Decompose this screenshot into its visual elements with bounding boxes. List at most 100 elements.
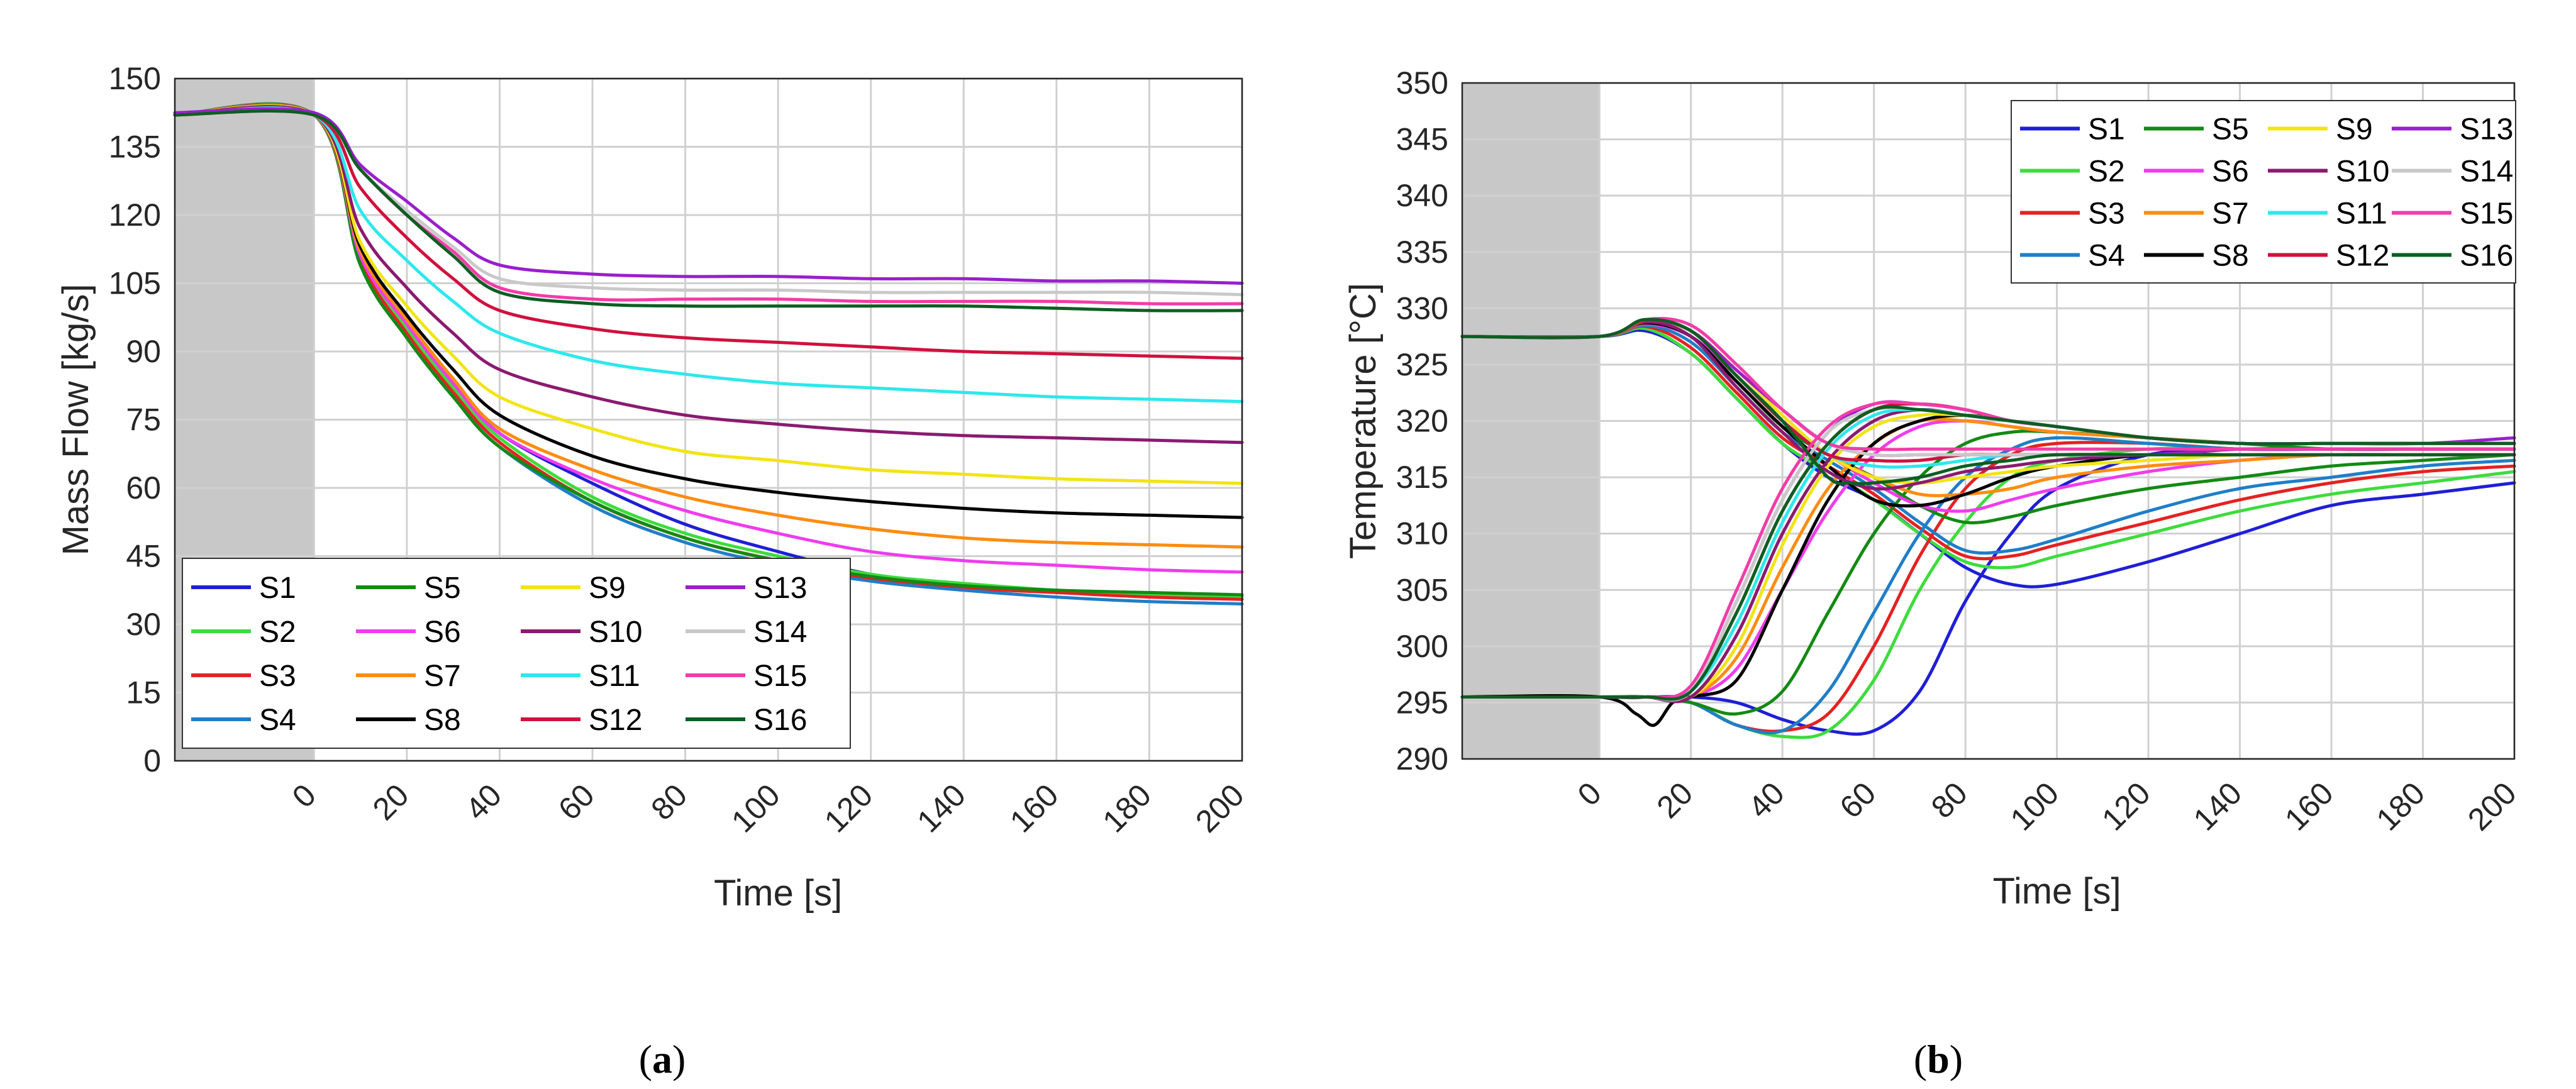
legend: S1 S2 S3 S4 S5 S6 S7 S8 S9 S10 S11 S12 S13 S14 S15 S16 bbox=[182, 558, 851, 749]
series-line-s9 bbox=[173, 104, 1244, 485]
x-tick-label: 60 bbox=[1833, 775, 1882, 825]
legend-label: S9 bbox=[2336, 113, 2373, 146]
y-tick-label: 45 bbox=[126, 539, 161, 574]
x-tick-label: 140 bbox=[910, 777, 972, 839]
legend-label: S7 bbox=[2212, 197, 2249, 231]
plot-frame bbox=[174, 77, 1243, 762]
y-axis-label: Mass Flow [kg/s] bbox=[55, 284, 96, 556]
y-tick-label: 305 bbox=[1396, 572, 1448, 607]
legend-label: S15 bbox=[753, 660, 807, 693]
y-tick-label: 295 bbox=[1396, 685, 1448, 720]
legend-item-s16: S16 bbox=[2392, 240, 2513, 273]
legend-item-s2: S2 bbox=[191, 616, 296, 649]
legend-item-s14: S14 bbox=[686, 616, 807, 649]
plot-frame bbox=[1461, 82, 2516, 760]
legend-item-s4: S4 bbox=[2020, 240, 2125, 273]
legend-item-s13: S13 bbox=[2392, 113, 2513, 146]
y-tick-label: 135 bbox=[109, 130, 161, 165]
legend-box bbox=[182, 558, 851, 749]
y-axis-label: Temperature [°C] bbox=[1343, 283, 1384, 559]
legend-label: S13 bbox=[753, 572, 807, 605]
legend-item-s1: S1 bbox=[191, 572, 296, 605]
x-axis-label: Time [s] bbox=[714, 873, 842, 914]
legend-item-s5: S5 bbox=[356, 572, 461, 605]
legend-label: S15 bbox=[2460, 197, 2513, 231]
series-line-s15-hot bbox=[1460, 317, 2516, 451]
legend-label: S6 bbox=[424, 616, 461, 649]
panel-label-a: (a) bbox=[639, 1037, 686, 1081]
x-tick-label: 120 bbox=[2095, 775, 2157, 837]
legend-item-s8: S8 bbox=[356, 704, 461, 737]
legend-item-s3: S3 bbox=[2020, 197, 2125, 231]
y-tick-label: 320 bbox=[1396, 404, 1448, 439]
x-tick-label: 160 bbox=[2278, 775, 2340, 837]
legend-item-s4: S4 bbox=[191, 704, 296, 737]
legend-item-s9: S9 bbox=[521, 572, 626, 605]
legend-item-s14: S14 bbox=[2392, 155, 2513, 189]
legend-label: S16 bbox=[753, 704, 807, 737]
y-tick-label: 335 bbox=[1396, 235, 1448, 270]
series-line-s16-cold bbox=[1460, 405, 2516, 701]
y-tick-label: 345 bbox=[1396, 122, 1448, 157]
x-tick-label: 0 bbox=[1571, 775, 1608, 812]
x-tick-label: 140 bbox=[2187, 775, 2249, 837]
legend-label: S10 bbox=[589, 616, 642, 649]
y-tick-label: 30 bbox=[126, 607, 161, 642]
x-tick-label: 80 bbox=[644, 777, 694, 827]
y-tick-label: 0 bbox=[143, 743, 161, 778]
legend-item-s1: S1 bbox=[2020, 113, 2125, 146]
legend-item-s8: S8 bbox=[2144, 240, 2249, 273]
x-tick-label: 20 bbox=[366, 777, 416, 827]
legend-label: S6 bbox=[2212, 155, 2249, 189]
y-tick-label: 330 bbox=[1396, 290, 1448, 326]
legend-label: S16 bbox=[2460, 240, 2513, 273]
legend-item-s11: S11 bbox=[521, 660, 640, 693]
y-tick-label: 350 bbox=[1396, 65, 1448, 101]
series-line-s12 bbox=[173, 108, 1244, 360]
y-tick-label: 75 bbox=[126, 402, 161, 438]
legend-label: S12 bbox=[589, 704, 642, 737]
y-tick-label: 15 bbox=[126, 675, 161, 710]
chart-mass-flow: 0 20 40 60 80 100 120 140 160 180 200 0 15 30 45 60 75 90… bbox=[55, 61, 1251, 914]
y-tick-label: 310 bbox=[1396, 516, 1448, 551]
series-line-s4-hot bbox=[1460, 323, 2516, 555]
legend-label: S2 bbox=[259, 616, 296, 649]
x-tick-label: 20 bbox=[1650, 775, 1700, 825]
legend-item-s9: S9 bbox=[2268, 113, 2373, 146]
legend-item-s11: S11 bbox=[2268, 197, 2387, 231]
legend-item-s13: S13 bbox=[686, 572, 807, 605]
x-tick-label: 0 bbox=[286, 777, 323, 814]
legend-label: S3 bbox=[2088, 197, 2125, 231]
y-tick-label: 90 bbox=[126, 334, 161, 369]
legend-label: S3 bbox=[259, 660, 296, 693]
series-line-s11 bbox=[173, 106, 1244, 404]
y-tick-label: 150 bbox=[109, 61, 161, 96]
y-tick-label: 290 bbox=[1396, 741, 1448, 777]
x-tick-label: 100 bbox=[724, 777, 787, 839]
x-tick-label: 100 bbox=[2004, 775, 2066, 837]
legend: S1 S2 S3 S4 S5 S6 S7 S8 S9 S10 S11 S12 S13 S14 S15 S16 bbox=[2011, 100, 2516, 284]
y-tick-label: 325 bbox=[1396, 347, 1448, 382]
x-tick-label: 200 bbox=[1189, 777, 1251, 839]
series-line-s16 bbox=[173, 109, 1244, 312]
legend-label: S8 bbox=[2212, 240, 2249, 273]
y-tick-label: 120 bbox=[109, 197, 161, 233]
legend-item-s12: S12 bbox=[521, 704, 642, 737]
legend-item-s7: S7 bbox=[2144, 197, 2249, 231]
chart-temperature: 0 20 40 60 80 100 120 140 160 180 200 290 295 300 305 3… bbox=[1343, 65, 2523, 912]
legend-label: S14 bbox=[753, 616, 807, 649]
legend-item-s12: S12 bbox=[2268, 240, 2389, 273]
legend-item-s5: S5 bbox=[2144, 113, 2249, 146]
x-tick-label: 160 bbox=[1003, 777, 1065, 839]
legend-label: S2 bbox=[2088, 155, 2125, 189]
x-tick-label: 80 bbox=[1924, 775, 1974, 825]
legend-label: S10 bbox=[2336, 155, 2389, 189]
y-tick-label: 105 bbox=[109, 266, 161, 301]
legend-item-s10: S10 bbox=[521, 616, 642, 649]
series-line-s13 bbox=[173, 107, 1244, 285]
legend-item-s2: S2 bbox=[2020, 155, 2125, 189]
legend-label: S5 bbox=[424, 572, 461, 605]
x-tick-label: 120 bbox=[818, 777, 880, 839]
x-tick-label: 60 bbox=[552, 777, 601, 827]
legend-item-s10: S10 bbox=[2268, 155, 2389, 189]
